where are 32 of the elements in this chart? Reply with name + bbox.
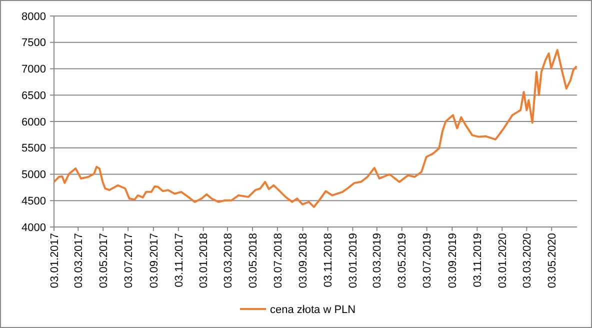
x-tick-label: 03.05.2020 (546, 233, 558, 288)
y-tick-label: 6500 (22, 90, 46, 102)
y-tick-label: 7000 (22, 64, 46, 76)
x-tick-label: 03.05.2018 (247, 233, 260, 288)
y-tick-label: 4500 (22, 195, 46, 208)
x-tick-label: 03.09.2018 (298, 233, 310, 288)
x-tick-label: 03.07.2018 (272, 233, 284, 288)
legend-label: cena złota w PLN (270, 304, 356, 316)
x-tick-label: 03.05.2019 (396, 233, 409, 288)
y-tick-label: 8000 (22, 10, 46, 23)
y-tick-label: 6000 (22, 116, 46, 128)
x-tick-label: 03.01.2018 (198, 233, 210, 288)
x-tick-label: 03.11.2019 (472, 233, 484, 288)
x-tick-label: 03.01.2020 (496, 233, 509, 288)
y-tick-label: 5500 (22, 142, 46, 155)
y-tick-label: 7500 (22, 37, 46, 50)
line-series (53, 49, 578, 208)
x-tick-label: 03.03.2019 (372, 233, 384, 288)
x-tick-label: 03.03.2020 (522, 233, 534, 288)
x-tick-label: 03.11.2018 (322, 233, 335, 288)
x-tick-label: 03.07.2017 (122, 233, 135, 288)
x-tick-label: 03.05.2017 (98, 233, 110, 288)
x-tick-label: 03.09.2017 (148, 233, 160, 288)
x-tick-label: 03.01.2019 (348, 233, 360, 288)
y-tick-label: 5000 (22, 169, 46, 182)
x-tick-label: 03.07.2019 (422, 233, 434, 288)
x-tick-label: 03.01.2017 (48, 233, 61, 288)
x-tick-label: 03.09.2019 (447, 233, 460, 288)
x-tick-label: 03.03.2017 (72, 233, 85, 288)
x-tick-label: 03.11.2017 (173, 233, 186, 288)
x-tick-label: 03.03.2018 (222, 233, 234, 288)
y-tick-label: 4000 (22, 222, 46, 234)
